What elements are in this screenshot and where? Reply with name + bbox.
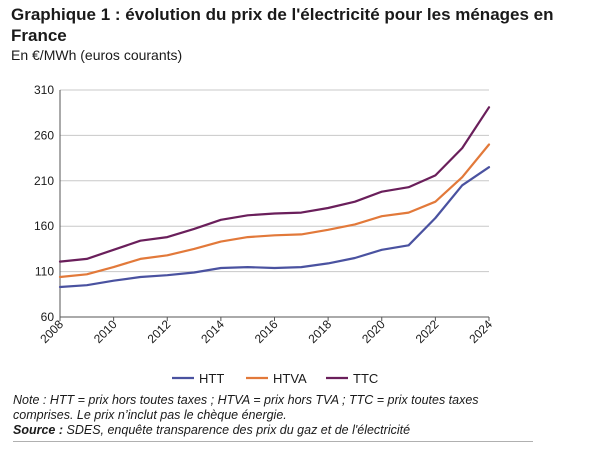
chart-title: Graphique 1 : évolution du prix de l'éle… xyxy=(11,5,554,45)
y-tick-label: 60 xyxy=(41,310,55,324)
y-tick-label: 210 xyxy=(34,174,54,188)
y-tick-label: 160 xyxy=(34,219,54,233)
chart-source: Source : SDES, enquête transparence des … xyxy=(13,423,533,438)
source-label: Source : xyxy=(13,423,64,437)
x-tick-label: 2012 xyxy=(145,317,174,346)
legend-label-htva: HTVA xyxy=(273,371,307,386)
series-line-ttc xyxy=(58,106,491,263)
y-tick-label: 110 xyxy=(35,265,54,279)
axes xyxy=(59,90,489,318)
x-axis-ticks: 2008 2010 2012 2014 2016 2018 2020 2022 2024 xyxy=(37,317,495,346)
source-text: SDES, enquête transparence des prix du g… xyxy=(63,423,411,437)
x-tick-label: 2020 xyxy=(359,317,388,346)
chart-note: Note : HTT = prix hors toutes taxes ; HT… xyxy=(13,393,479,422)
series-line-htt xyxy=(58,166,491,289)
x-tick-label: 2016 xyxy=(252,317,281,346)
x-tick-label: 2010 xyxy=(91,317,120,346)
x-tick-label: 2018 xyxy=(305,317,334,346)
footer-divider xyxy=(13,441,533,442)
legend-label-htt: HTT xyxy=(199,371,224,386)
x-tick-label: 2022 xyxy=(413,317,442,346)
y-axis-ticks: 60 110 160 210 260 310 xyxy=(34,83,54,324)
y-tick-label: 310 xyxy=(34,83,54,97)
x-tick-label: 2014 xyxy=(198,317,227,346)
legend-label-ttc: TTC xyxy=(353,371,378,386)
grid-lines xyxy=(60,89,489,273)
chart-subtitle: En €/MWh (euros courants) xyxy=(11,47,183,63)
legend: HTT HTVA TTC xyxy=(172,371,378,386)
series-lines xyxy=(58,106,491,289)
x-tick-label: 2024 xyxy=(466,317,495,346)
series-line-htva xyxy=(58,143,491,279)
y-tick-label: 260 xyxy=(34,128,54,142)
